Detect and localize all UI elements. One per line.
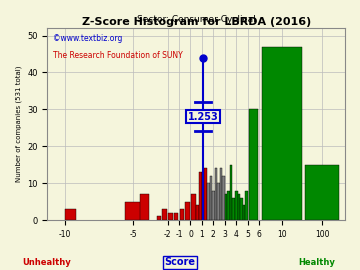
Bar xyxy=(162,209,167,220)
Bar xyxy=(180,209,184,220)
Bar xyxy=(204,168,207,220)
Bar xyxy=(140,194,149,220)
Text: Score: Score xyxy=(165,257,195,267)
Bar xyxy=(238,194,240,220)
Bar xyxy=(199,172,202,220)
Text: Unhealthy: Unhealthy xyxy=(22,258,71,267)
Bar xyxy=(305,165,339,220)
Bar xyxy=(125,202,142,220)
Bar xyxy=(225,194,227,220)
Bar xyxy=(217,183,220,220)
Bar xyxy=(220,168,222,220)
Bar xyxy=(210,176,212,220)
Bar xyxy=(249,109,258,220)
Bar xyxy=(235,191,238,220)
Bar xyxy=(168,213,173,220)
Bar xyxy=(174,213,179,220)
Bar xyxy=(202,172,204,220)
Bar xyxy=(233,198,235,220)
Bar xyxy=(227,191,230,220)
Bar xyxy=(185,202,190,220)
Title: Z-Score Histogram for LBRDA (2016): Z-Score Histogram for LBRDA (2016) xyxy=(82,17,311,27)
Text: 1.253: 1.253 xyxy=(188,112,219,122)
Bar xyxy=(245,191,248,220)
Bar xyxy=(207,183,210,220)
Bar xyxy=(230,165,233,220)
Bar xyxy=(191,194,195,220)
Text: Sector: Consumer Cyclical: Sector: Consumer Cyclical xyxy=(137,15,256,24)
Text: The Research Foundation of SUNY: The Research Foundation of SUNY xyxy=(53,51,183,60)
Bar xyxy=(243,205,245,220)
Bar xyxy=(222,176,225,220)
Bar xyxy=(240,198,243,220)
Text: Healthy: Healthy xyxy=(298,258,335,267)
Bar xyxy=(64,209,76,220)
Text: ©www.textbiz.org: ©www.textbiz.org xyxy=(53,34,123,43)
Bar xyxy=(212,191,215,220)
Bar xyxy=(215,168,217,220)
Bar xyxy=(262,47,302,220)
Y-axis label: Number of companies (531 total): Number of companies (531 total) xyxy=(15,66,22,182)
Bar xyxy=(157,216,161,220)
Bar xyxy=(196,205,199,220)
